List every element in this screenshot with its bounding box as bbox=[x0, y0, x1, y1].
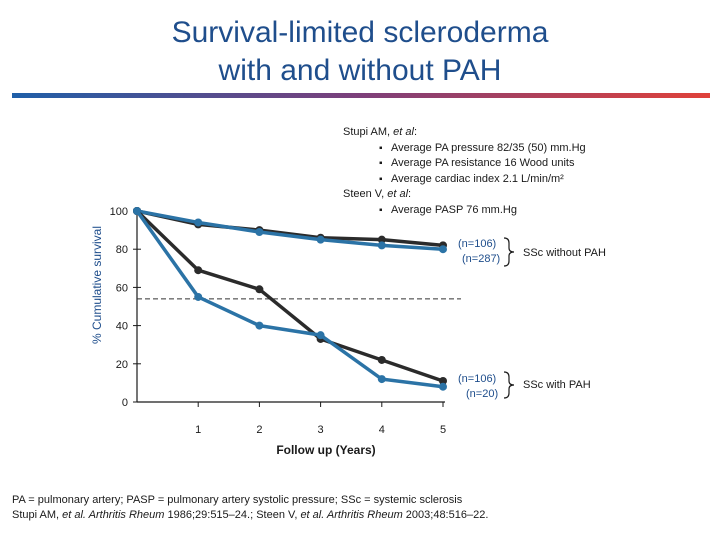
y-tick-label: 100 bbox=[110, 206, 128, 218]
footnote-abbreviations: PA = pulmonary artery; PASP = pulmonary … bbox=[12, 494, 463, 506]
stupi-point: Average PA pressure 82/35 (50) mm.Hg bbox=[343, 141, 586, 157]
group-label-with-pah: SSc with PAH bbox=[523, 379, 591, 391]
y-tick-label: 20 bbox=[116, 359, 128, 371]
citation-segment: 2003;48:516–22. bbox=[405, 509, 489, 521]
series-line bbox=[136, 209, 444, 251]
data-point bbox=[316, 235, 325, 244]
series-count-label: (n=287) bbox=[462, 253, 500, 265]
group-label-without-pah: SSc without PAH bbox=[523, 247, 606, 259]
data-point bbox=[316, 331, 325, 340]
steen-heading: Steen V, et al: bbox=[343, 188, 412, 200]
series-count-label: (n=20) bbox=[466, 388, 498, 400]
data-point bbox=[377, 241, 386, 250]
x-tick-label: 1 bbox=[195, 424, 201, 436]
group-bracket-without-pah bbox=[503, 237, 515, 267]
data-point bbox=[255, 228, 264, 237]
group-bracket-with-pah bbox=[503, 371, 515, 399]
x-tick-label: 5 bbox=[440, 424, 446, 436]
data-point bbox=[377, 355, 386, 364]
y-axis-title: % Cumulative survival bbox=[90, 226, 104, 344]
data-point bbox=[255, 321, 264, 330]
x-axis-title: Follow up (Years) bbox=[276, 443, 375, 457]
citation-segment: Stupi AM, bbox=[12, 509, 63, 521]
study-references: Stupi AM, et al: Average PA pressure 82/… bbox=[343, 125, 586, 218]
citation-segment: 1986;29:515–24.; Steen V, bbox=[167, 509, 301, 521]
data-point bbox=[439, 382, 447, 391]
series-count-label: (n=106) bbox=[458, 373, 496, 385]
stupi-point: Average PA resistance 16 Wood units bbox=[343, 156, 586, 172]
citation-segment: et al. Arthritis Rheum bbox=[62, 509, 168, 521]
steen-point: Average PASP 76 mm.Hg bbox=[343, 203, 586, 219]
data-point bbox=[255, 285, 264, 294]
data-point bbox=[439, 376, 447, 385]
footnote-citation: Stupi AM, et al. Arthritis Rheum 1986;29… bbox=[12, 508, 488, 523]
title-line-2: with and without PAH bbox=[218, 54, 502, 87]
y-tick-label: 0 bbox=[122, 397, 128, 409]
x-tick-label: 4 bbox=[379, 424, 385, 436]
series-line bbox=[135, 209, 444, 389]
x-tick-label: 2 bbox=[256, 424, 262, 436]
data-point bbox=[194, 266, 203, 275]
data-point bbox=[194, 218, 203, 227]
series-line bbox=[136, 209, 444, 248]
data-point bbox=[133, 207, 141, 215]
footnote: PA = pulmonary artery; PASP = pulmonary … bbox=[12, 493, 488, 523]
data-point bbox=[194, 292, 203, 301]
stupi-point: Average cardiac index 2.1 L/min/m² bbox=[343, 172, 586, 188]
citation-segment: et al. Arthritis Rheum bbox=[300, 509, 406, 521]
title-line-1: Survival-limited scleroderma bbox=[171, 16, 549, 49]
series-line bbox=[135, 209, 444, 383]
x-tick-label: 3 bbox=[318, 424, 324, 436]
y-tick-label: 40 bbox=[116, 321, 128, 333]
data-point bbox=[377, 375, 386, 384]
series-count-label: (n=106) bbox=[458, 238, 496, 250]
y-tick-label: 80 bbox=[116, 244, 128, 256]
y-tick-label: 60 bbox=[116, 282, 128, 294]
data-point bbox=[439, 245, 447, 254]
title-divider bbox=[12, 93, 710, 98]
data-point bbox=[377, 235, 386, 244]
page-title: Survival-limited scleroderma with and wi… bbox=[0, 14, 720, 90]
stupi-heading: Stupi AM, et al: bbox=[343, 126, 417, 138]
